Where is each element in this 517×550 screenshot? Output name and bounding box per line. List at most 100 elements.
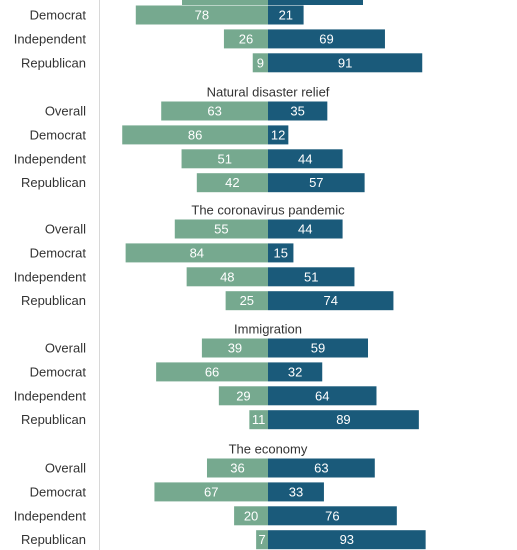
bar-right-0-3 — [268, 173, 365, 193]
bar-right-3-2 — [268, 506, 397, 526]
row-label-3-1: Democrat — [30, 484, 87, 499]
value-right-0-1: 12 — [271, 127, 285, 142]
bar-left-0-3 — [196, 173, 268, 193]
bar-left-3-1 — [154, 482, 268, 502]
value-left-1-3: 25 — [240, 293, 254, 308]
bar-right-3-0 — [268, 458, 375, 478]
bar-left-1-1 — [125, 243, 269, 263]
value-left-0-2: 51 — [218, 151, 232, 166]
value-left-3-1: 67 — [204, 484, 218, 499]
value-right-1-3: 74 — [323, 293, 337, 308]
row-label-3-2: Independent — [14, 508, 87, 523]
value-left-0-0: 63 — [207, 104, 221, 119]
bar-left-3-3 — [256, 530, 268, 550]
bar-left-2-0 — [201, 338, 268, 358]
value-left-1-0: 55 — [214, 222, 228, 237]
bar-right-2-1 — [268, 362, 323, 382]
bar-right-0-1 — [268, 125, 289, 145]
bar-right-1-2 — [268, 267, 355, 287]
topic-title-3: The economy — [229, 442, 308, 457]
bar-right-1-0 — [268, 219, 343, 239]
row-label-2-1: Democrat — [30, 364, 87, 379]
value-right-top-2: 91 — [338, 55, 352, 70]
value-left-top-2: 9 — [257, 55, 264, 70]
value-right-2-0: 59 — [311, 341, 325, 356]
bar-left-0-2 — [181, 149, 268, 169]
row-label-1-1: Democrat — [30, 245, 87, 260]
bar-left-3-0 — [206, 458, 268, 478]
topic-title-1: The coronavirus pandemic — [191, 203, 345, 218]
topic-title-2: Immigration — [234, 322, 302, 337]
bar-right-top-1 — [268, 29, 385, 49]
value-left-1-2: 48 — [220, 269, 234, 284]
row-label-2-2: Independent — [14, 388, 87, 403]
value-left-top-1: 26 — [239, 31, 253, 46]
value-right-1-0: 44 — [298, 222, 312, 237]
bar-right-1-3 — [268, 291, 394, 311]
bar-left-1-2 — [186, 267, 268, 287]
bar-left-2-1 — [156, 362, 268, 382]
value-right-1-2: 51 — [304, 269, 318, 284]
value-left-top-0: 78 — [195, 8, 209, 23]
row-label-1-0: Overall — [45, 222, 86, 237]
row-label-1-2: Independent — [14, 269, 87, 284]
bar-left-1-0 — [174, 219, 268, 239]
value-left-2-3: 11 — [252, 412, 266, 427]
bar-right-2-2 — [268, 386, 377, 406]
bar-right-2-0 — [268, 338, 369, 358]
row-label-2-0: Overall — [45, 341, 86, 356]
value-right-3-0: 63 — [314, 461, 328, 476]
row-label-1-3: Republican — [21, 293, 86, 308]
bar-right-2-3 — [268, 410, 419, 430]
row-label-0-3: Republican — [21, 175, 86, 190]
bar-right-3-1 — [268, 482, 324, 502]
value-right-2-3: 89 — [336, 412, 350, 427]
bar-left-0-0 — [161, 101, 268, 121]
value-left-3-2: 20 — [244, 508, 258, 523]
row-label-0-1: Democrat — [30, 127, 87, 142]
bar-left-top-1 — [223, 29, 268, 49]
value-right-0-2: 44 — [298, 151, 312, 166]
row-label-top-1: Independent — [14, 31, 87, 46]
value-left-2-1: 66 — [205, 364, 219, 379]
row-label-top-0: Democrat — [30, 8, 87, 23]
value-right-1-1: 15 — [273, 245, 287, 260]
bar-left-top-2 — [252, 53, 268, 73]
bar-right-1-1 — [268, 243, 294, 263]
bar-right-top-0 — [268, 5, 304, 25]
value-right-3-3: 93 — [340, 532, 354, 547]
value-right-2-2: 64 — [315, 388, 329, 403]
row-label-0-0: Overall — [45, 104, 86, 119]
bar-right-cutoff — [268, 0, 363, 5]
value-right-0-0: 35 — [290, 104, 304, 119]
bar-left-top-0 — [135, 5, 268, 25]
row-label-0-2: Independent — [14, 151, 87, 166]
value-right-0-3: 57 — [309, 175, 323, 190]
bar-left-2-3 — [249, 410, 268, 430]
row-label-3-0: Overall — [45, 461, 86, 476]
bar-left-3-2 — [234, 506, 268, 526]
value-left-2-0: 39 — [228, 341, 242, 356]
value-left-3-0: 36 — [230, 461, 244, 476]
bar-left-1-3 — [225, 291, 268, 311]
value-right-3-1: 33 — [289, 484, 303, 499]
bar-left-0-1 — [122, 125, 268, 145]
value-left-3-3: 7 — [258, 532, 265, 547]
row-label-top-2: Republican — [21, 55, 86, 70]
bar-right-3-3 — [268, 530, 426, 550]
bar-left-2-2 — [218, 386, 268, 406]
value-right-2-1: 32 — [288, 364, 302, 379]
bar-right-top-2 — [268, 53, 423, 73]
row-label-2-3: Republican — [21, 412, 86, 427]
bar-right-0-2 — [268, 149, 343, 169]
bar-right-0-0 — [268, 101, 328, 121]
row-label-3-3: Republican — [21, 532, 86, 547]
topic-title-0: Natural disaster relief — [207, 85, 330, 100]
bar-left-cutoff — [182, 0, 268, 5]
value-left-0-3: 42 — [225, 175, 239, 190]
value-left-1-1: 84 — [190, 245, 204, 260]
value-right-top-1: 69 — [319, 31, 333, 46]
value-right-top-0: 21 — [279, 8, 293, 23]
value-right-3-2: 76 — [325, 508, 339, 523]
